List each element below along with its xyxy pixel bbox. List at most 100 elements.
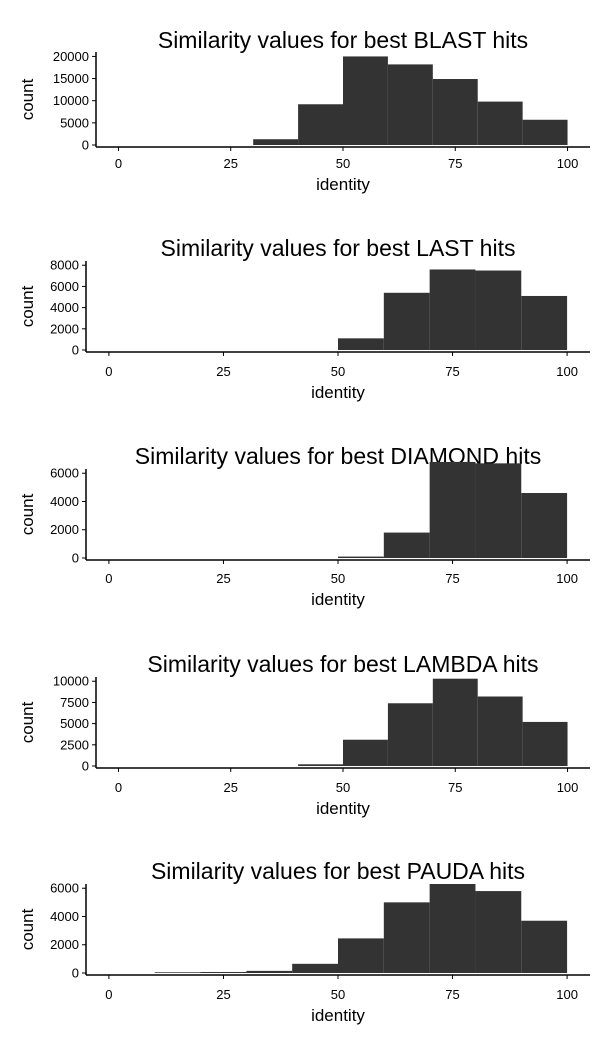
histogram-bar	[338, 938, 384, 973]
chart-title: Similarity values for best LAMBDA hits	[147, 651, 538, 677]
histogram-bar	[521, 493, 568, 558]
histogram-bar	[298, 104, 343, 145]
histogram-panel: Similarity values for best PAUDA hits 0 20…	[18, 858, 590, 1025]
x-tick-label: 75	[448, 780, 462, 795]
histogram-bar	[432, 79, 478, 145]
x-tick-label: 75	[445, 571, 459, 586]
y-tick-label: 7500	[60, 695, 89, 710]
histogram-bar	[383, 532, 430, 558]
histogram-bar	[383, 902, 430, 973]
x-tick-label: 75	[448, 156, 462, 171]
histogram-bar	[432, 678, 478, 766]
y-tick-label: 2000	[50, 937, 79, 952]
x-tick-label: 100	[556, 364, 578, 379]
x-tick-label: 25	[216, 364, 230, 379]
x-tick-label: 50	[336, 156, 350, 171]
histogram-bar	[429, 884, 476, 973]
y-tick-label: 10000	[53, 93, 89, 108]
histogram-bar	[200, 972, 247, 973]
x-tick-label: 100	[557, 156, 579, 171]
x-tick-label: 50	[331, 571, 345, 586]
x-tick-label: 0	[105, 987, 112, 1002]
histogram-bar	[246, 970, 293, 973]
histogram-panel: Similarity values for best LAMBDA hits 0 2…	[18, 651, 590, 818]
y-tick-label: 5000	[60, 716, 89, 731]
histogram-bar	[343, 739, 388, 766]
y-tick-label: 2000	[50, 321, 79, 336]
y-tick-label: 0	[82, 138, 89, 153]
x-tick-label: 100	[556, 987, 578, 1002]
x-tick-label: 100	[557, 780, 579, 795]
histogram-bar	[154, 972, 201, 973]
x-tick-label: 50	[336, 780, 350, 795]
y-axis-title: count	[18, 78, 37, 120]
y-tick-label: 15000	[53, 71, 89, 86]
histogram-bar	[522, 721, 568, 766]
y-tick-label: 0	[82, 759, 89, 774]
histogram-bar	[387, 703, 433, 766]
y-tick-label: 0	[72, 551, 79, 566]
histogram-bar	[475, 891, 522, 973]
histogram-panel: Similarity values for best BLAST hits 0 50…	[18, 27, 590, 194]
histogram-bar	[521, 295, 568, 350]
histogram-panel: Similarity values for best DIAMOND hits0…	[18, 443, 590, 609]
x-axis-title: identity	[311, 1006, 365, 1025]
y-tick-label: 20000	[53, 49, 89, 64]
histogram-bar	[429, 461, 476, 558]
histogram-panel: Similarity values for best LAST hits 0 200…	[18, 235, 590, 402]
histogram-bar	[475, 270, 522, 350]
histogram-bar	[338, 338, 384, 350]
x-tick-label: 25	[216, 987, 230, 1002]
y-axis-title: count	[18, 285, 37, 327]
y-axis-title: count	[18, 493, 37, 535]
x-tick-label: 50	[331, 364, 345, 379]
y-tick-label: 4000	[50, 300, 79, 315]
histogram-bar	[298, 764, 343, 766]
x-axis-title: identity	[316, 175, 370, 194]
chart-title: Similarity values for best BLAST hits	[158, 27, 528, 53]
y-axis-title: count	[18, 908, 37, 950]
x-tick-label: 0	[105, 571, 112, 586]
histogram-bar	[387, 64, 433, 145]
histogram-bar	[292, 963, 338, 973]
chart-title: Similarity values for best LAST hits	[161, 235, 516, 261]
x-tick-label: 25	[223, 156, 237, 171]
y-tick-label: 0	[72, 343, 79, 358]
y-tick-label: 2500	[60, 737, 89, 752]
x-tick-label: 0	[115, 156, 122, 171]
histogram-bar	[521, 920, 568, 973]
histogram-bar	[522, 119, 568, 145]
y-tick-label: 2000	[50, 522, 79, 537]
x-tick-label: 100	[556, 571, 578, 586]
y-tick-label: 6000	[50, 279, 79, 294]
y-tick-label: 0	[72, 966, 79, 981]
y-tick-label: 10000	[53, 674, 89, 689]
x-tick-label: 75	[445, 987, 459, 1002]
y-tick-label: 6000	[50, 881, 79, 896]
histogram-bar	[429, 269, 476, 350]
y-tick-label: 8000	[50, 258, 79, 273]
y-axis-title: count	[18, 701, 37, 743]
x-axis-title: identity	[311, 383, 365, 402]
x-axis-title: identity	[311, 590, 365, 609]
histogram-bar	[343, 56, 388, 145]
x-axis-title: identity	[316, 799, 370, 818]
histogram-bar	[477, 101, 523, 145]
histogram-bar	[383, 292, 430, 350]
chart-title: Similarity values for best PAUDA hits	[151, 858, 525, 884]
x-tick-label: 25	[223, 780, 237, 795]
histogram-bar	[253, 139, 299, 145]
y-tick-label: 4000	[50, 909, 79, 924]
x-tick-label: 50	[331, 987, 345, 1002]
y-tick-label: 5000	[60, 115, 89, 130]
histogram-bar	[338, 556, 384, 558]
histogram-bar	[475, 463, 522, 558]
y-tick-label: 4000	[50, 494, 79, 509]
x-tick-label: 0	[105, 364, 112, 379]
y-tick-label: 6000	[50, 466, 79, 481]
histogram-bar	[477, 696, 523, 766]
x-tick-label: 0	[115, 780, 122, 795]
x-tick-label: 75	[445, 364, 459, 379]
x-tick-label: 25	[216, 571, 230, 586]
